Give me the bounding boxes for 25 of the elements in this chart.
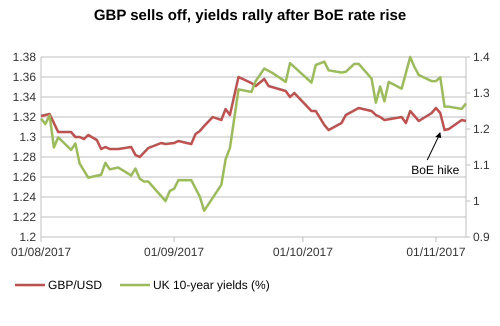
y2-tick-label: 1.3 — [473, 86, 490, 100]
legend-label: GBP/USD — [48, 278, 102, 292]
y-tick-label: 1.26 — [12, 170, 36, 184]
y2-tick-label: 1.4 — [473, 50, 490, 64]
y-tick-label: 1.24 — [12, 190, 36, 204]
y-tick-label: 1.2 — [19, 230, 36, 244]
y-tick-label: 1.28 — [12, 150, 36, 164]
y-tick-label: 1.32 — [12, 110, 36, 124]
legend-label: UK 10-year yields (%) — [153, 278, 270, 292]
y-tick-label: 1.38 — [12, 50, 36, 64]
y2-tick-label: 1 — [473, 194, 480, 208]
chart-title: GBP sells off, yields rally after BoE rate rise — [94, 7, 406, 24]
y2-tick-label: 1.1 — [473, 158, 490, 172]
annotation: BoE hike — [411, 163, 460, 177]
y2-tick-label: 0.9 — [473, 230, 490, 244]
x-tick-label: 01/10/2017 — [272, 245, 334, 259]
y-tick-label: 1.22 — [12, 210, 36, 224]
y-tick-label: 1.34 — [12, 90, 36, 104]
y2-tick-label: 1.2 — [473, 122, 490, 136]
line-series — [40, 76, 468, 158]
x-tick-label: 01/09/2017 — [144, 245, 204, 259]
y-tick-label: 1.36 — [12, 70, 36, 84]
x-tick-label: 01/08/2017 — [10, 245, 72, 259]
x-tick-label: 01/11/2017 — [406, 245, 466, 259]
y-tick-label: 1.3 — [19, 130, 36, 144]
